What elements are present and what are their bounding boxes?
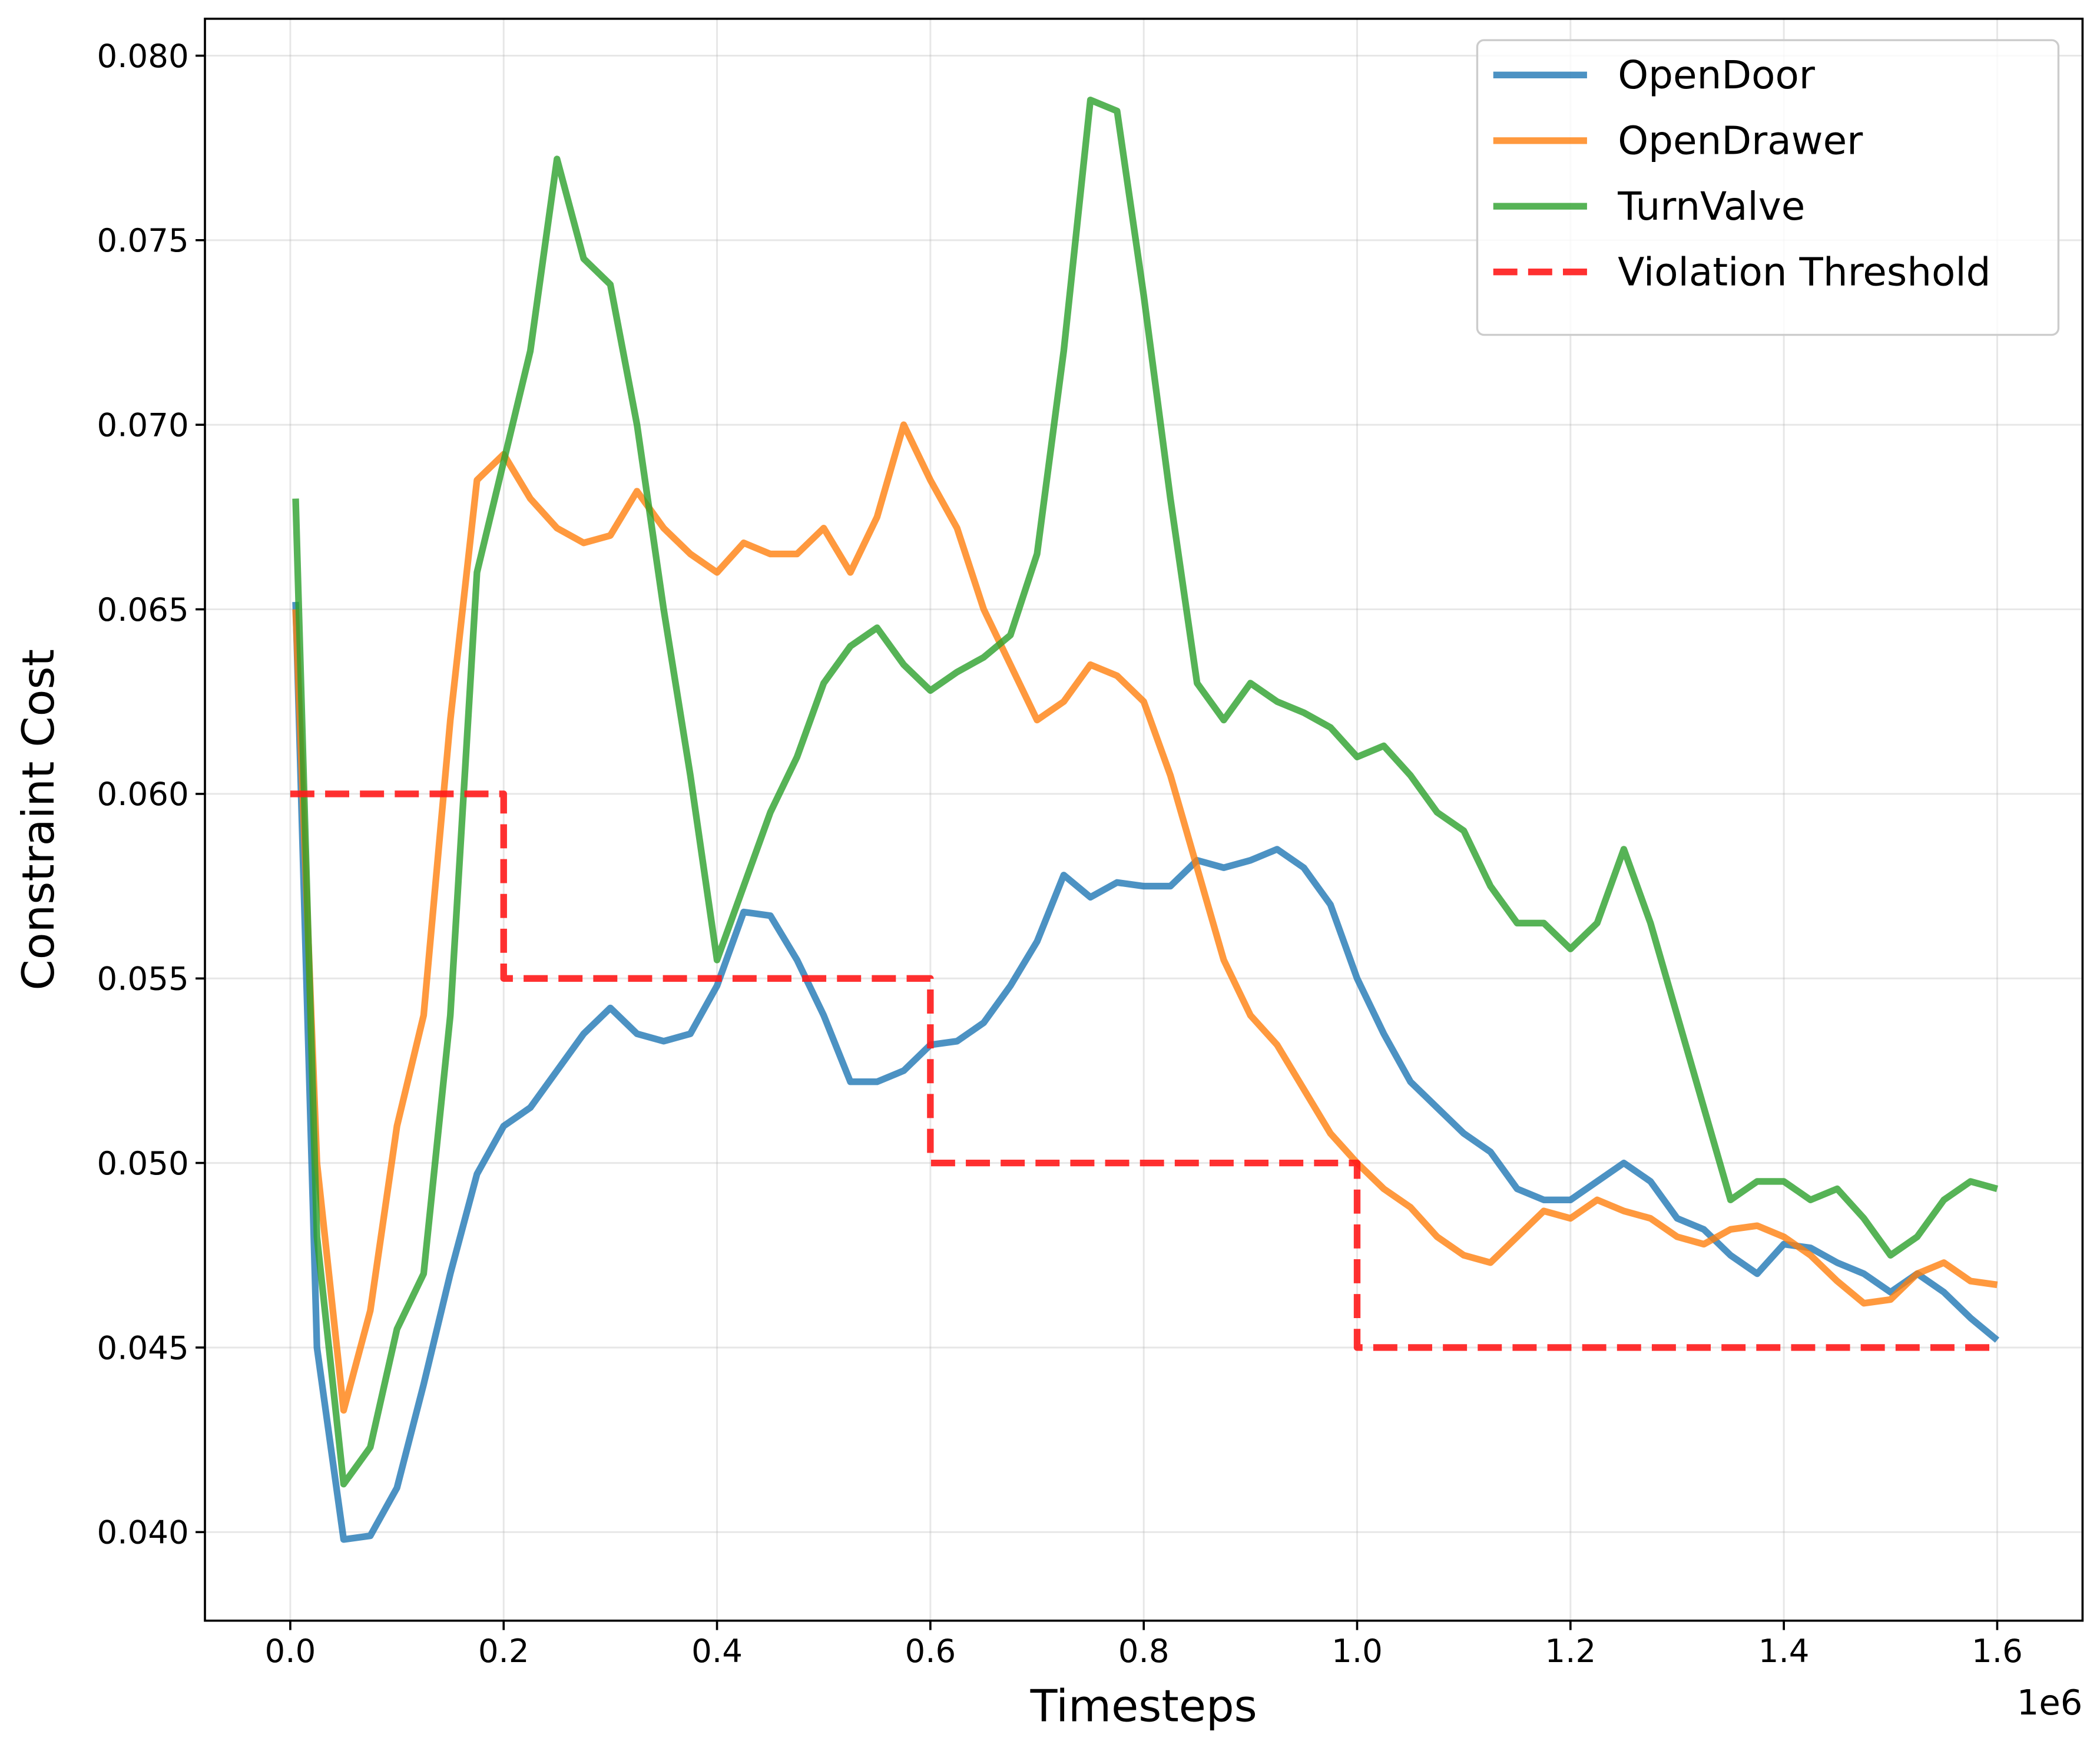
legend-label: OpenDoor	[1618, 52, 1816, 98]
x-tick-label: 0.2	[478, 1632, 529, 1670]
x-tick-label: 1.0	[1331, 1632, 1383, 1670]
x-tick-label: 1.2	[1545, 1632, 1596, 1670]
ticks: 0.0 0.2 0.4 0.6 0.8 1.0 1.2 1.4 1.6 0.040 0.045 0.0…	[97, 37, 2023, 1670]
y-tick-label: 0.080	[97, 37, 189, 75]
x-tick-label: 1.6	[1972, 1632, 2023, 1670]
legend-box	[1476, 39, 2060, 336]
x-tick-label: 0.4	[691, 1632, 743, 1670]
series-line	[290, 790, 1998, 1351]
y-tick-label: 0.060	[97, 775, 189, 813]
x-tick-label: 0.6	[905, 1632, 956, 1670]
y-tick-label: 0.075	[97, 221, 189, 259]
series-line	[292, 421, 1998, 1414]
x-offset-label: 1e6	[2017, 1682, 2083, 1723]
series-line	[292, 97, 1998, 1488]
legend-label: Violation Threshold	[1618, 249, 1990, 294]
y-tick-label: 0.070	[97, 406, 189, 444]
legend-label: TurnValve	[1617, 184, 1805, 229]
lines	[290, 97, 2000, 1543]
y-tick-label: 0.065	[97, 591, 189, 628]
y-tick-label: 0.040	[97, 1514, 189, 1551]
legend-label: OpenDrawer	[1618, 118, 1863, 164]
x-tick-label: 1.4	[1758, 1632, 1810, 1670]
x-tick-label: 0.0	[265, 1632, 316, 1670]
y-tick-label: 0.045	[97, 1329, 189, 1366]
x-tick-label: 0.8	[1118, 1632, 1170, 1670]
y-tick-label: 0.050	[97, 1144, 189, 1182]
y-tick-label: 0.055	[97, 960, 189, 998]
x-axis-label: Timesteps	[1030, 1680, 1257, 1732]
legend: OpenDoor OpenDrawer TurnValve Violation Thr…	[1476, 39, 2060, 336]
y-axis-label: Constraint Cost	[12, 649, 64, 991]
